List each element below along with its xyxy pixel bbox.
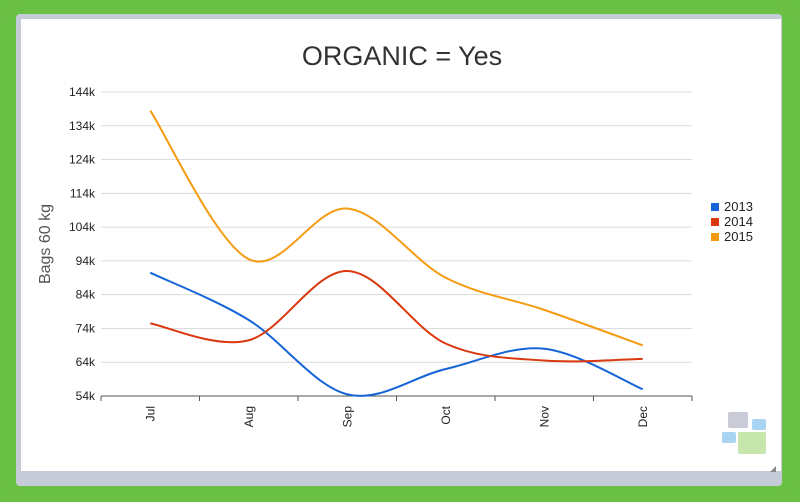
y-tick-label: 134k [69, 119, 96, 133]
legend-label-2013[interactable]: 2013 [724, 199, 753, 214]
app-logo-icon [722, 412, 766, 454]
y-axis-label: Bags 60 kg [37, 204, 54, 284]
series-line-2015[interactable] [149, 110, 644, 347]
y-tick-label: 74k [76, 321, 96, 335]
series-line-2013[interactable] [149, 271, 644, 397]
legend-swatch-2015 [711, 233, 719, 241]
y-tick-label: 54k [76, 389, 96, 403]
y-tick-label: 124k [69, 153, 96, 167]
legend-label-2015[interactable]: 2015 [724, 229, 753, 244]
x-tick-label: Aug [242, 406, 256, 427]
x-tick-label: Jul [143, 406, 157, 421]
legend-swatch-2013 [711, 203, 719, 211]
series-line-2014[interactable] [150, 270, 643, 363]
y-tick-label: 144k [69, 85, 96, 99]
legend-swatch-2014 [711, 218, 719, 226]
x-tick-label: Dec [636, 406, 650, 427]
y-tick-label: 84k [76, 288, 96, 302]
x-tick-label: Oct [439, 405, 453, 424]
y-tick-label: 94k [76, 254, 96, 268]
legend-label-2014[interactable]: 2014 [724, 214, 753, 229]
x-tick-label: Sep [340, 406, 354, 428]
x-tick-label: Nov [537, 406, 551, 427]
y-tick-label: 104k [69, 220, 96, 234]
resize-handle-icon[interactable] [770, 466, 776, 472]
chart-title: ORGANIC = Yes [302, 41, 502, 71]
y-tick-label: 64k [76, 355, 96, 369]
y-tick-label: 114k [70, 186, 96, 200]
